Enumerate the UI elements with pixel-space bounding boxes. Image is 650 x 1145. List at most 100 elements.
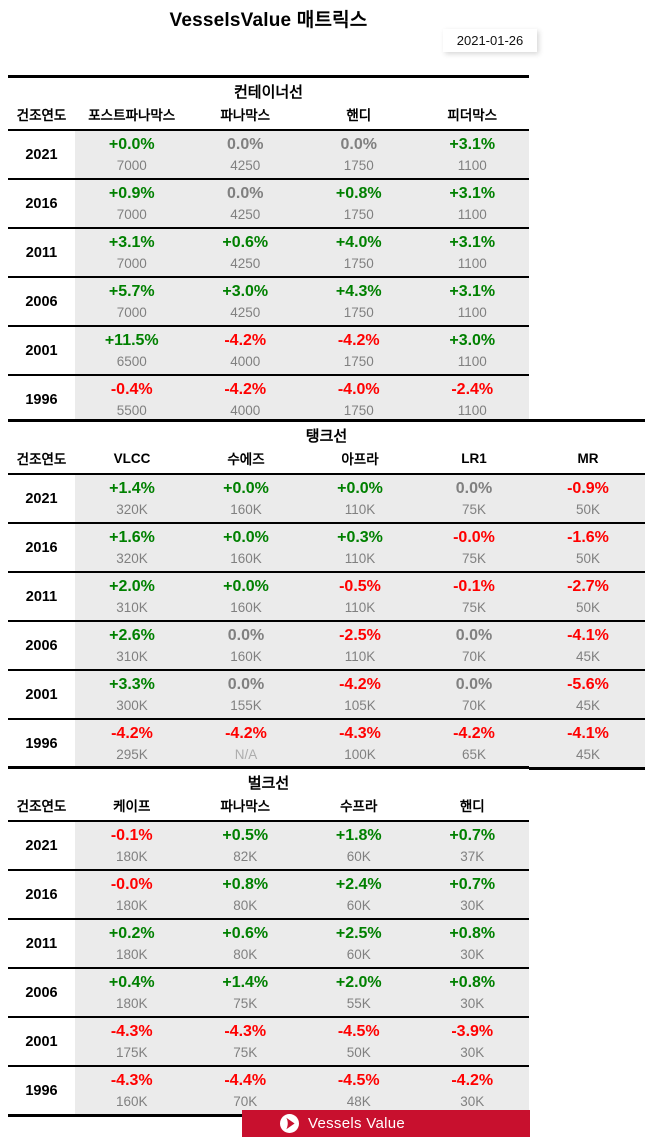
- year-label: 2016: [8, 179, 75, 228]
- pct-change: -4.2%: [111, 725, 153, 742]
- asset-value: 7000: [116, 207, 147, 222]
- table-row: 2021 +1.4% 320K +0.0% 160K +0.0% 110K 0.0% 75K -0…: [8, 474, 645, 523]
- table-title-row: 컨테이너선: [8, 76, 529, 103]
- asset-value: 160K: [230, 600, 262, 615]
- matrix-cell: +3.0% 4250: [188, 277, 302, 326]
- vesselsvalue-banner[interactable]: Vessels Value: [242, 1110, 530, 1137]
- matrix-cell: -4.2% 4000: [188, 375, 302, 425]
- asset-value: 48K: [346, 1094, 371, 1109]
- year-label: 1996: [8, 719, 75, 769]
- matrix-table-3: 벌크선 건조연도 케이프 파나막스 수프라 핸디 2021 -0.1% 180K +0.5% 82K…: [8, 766, 529, 1117]
- year-label: 2006: [8, 968, 75, 1017]
- pct-change: -4.4%: [224, 1072, 267, 1089]
- asset-value: 4250: [230, 158, 261, 173]
- table-row: 2016 +0.9% 7000 0.0% 4250 +0.8% 1750 +3.1% 1100: [8, 179, 529, 228]
- pct-change: -2.7%: [567, 578, 609, 595]
- matrix-cell: +0.0% 160K: [189, 474, 303, 523]
- pct-change: +4.0%: [335, 234, 382, 251]
- asset-value: 320K: [116, 502, 148, 517]
- matrix-cell: -0.1% 75K: [417, 572, 531, 621]
- table-row: 2016 +1.6% 320K +0.0% 160K +0.3% 110K -0.0% 75K -…: [8, 523, 645, 572]
- matrix-cell: +0.8% 30K: [415, 968, 529, 1017]
- matrix-cell: +2.0% 310K: [75, 572, 189, 621]
- matrix-cell: +0.2% 180K: [75, 919, 189, 968]
- brand-name: Vessels Value: [308, 1115, 406, 1132]
- matrix-cell: -4.1% 45K: [531, 621, 645, 670]
- pct-change: +4.3%: [335, 283, 382, 300]
- pct-change: +0.6%: [222, 925, 269, 942]
- pct-change: +2.0%: [335, 974, 382, 991]
- column-header: LR1: [417, 447, 531, 475]
- matrix-cell: -0.4% 5500: [75, 375, 189, 425]
- column-header: 피더막스: [415, 103, 529, 131]
- matrix-cell: +0.9% 7000: [75, 179, 189, 228]
- matrix-cell: +3.1% 1100: [415, 228, 529, 277]
- year-label: 2021: [8, 474, 75, 523]
- table-row: 1996 -4.3% 160K -4.4% 70K -4.5% 48K -4.2% 30K: [8, 1066, 529, 1116]
- pct-change: +0.0%: [223, 578, 269, 595]
- asset-value: 45K: [575, 747, 601, 762]
- table-title-row: 탱크선: [8, 420, 645, 447]
- pct-change: +0.8%: [449, 925, 496, 942]
- matrix-cell: +2.6% 310K: [75, 621, 189, 670]
- pct-change: +0.2%: [108, 925, 155, 942]
- matrix-cell: 0.0% 160K: [189, 621, 303, 670]
- year-label: 2001: [8, 670, 75, 719]
- asset-value: 82K: [233, 849, 258, 864]
- pct-change: +3.1%: [449, 136, 496, 153]
- pct-change: +0.0%: [223, 529, 269, 546]
- matrix-cell: +2.5% 60K: [302, 919, 416, 968]
- column-header: 수프라: [302, 794, 416, 822]
- asset-value: 105K: [344, 698, 376, 713]
- asset-value: 1750: [343, 305, 374, 320]
- asset-value: 7000: [116, 305, 147, 320]
- matrix-cell: 0.0% 1750: [302, 130, 416, 179]
- pct-change: -4.2%: [339, 676, 381, 693]
- matrix-cell: -4.3% 175K: [75, 1017, 189, 1066]
- year-label: 2016: [8, 523, 75, 572]
- asset-value: 300K: [116, 698, 148, 713]
- pct-change: 0.0%: [455, 676, 493, 693]
- asset-value: 110K: [344, 649, 376, 664]
- year-label: 2021: [8, 130, 75, 179]
- asset-value: 180K: [115, 947, 148, 962]
- matrix-cell: -0.1% 180K: [75, 821, 189, 870]
- pct-change: +0.3%: [337, 529, 383, 546]
- pct-change: 0.0%: [455, 480, 493, 497]
- table-row: 2011 +0.2% 180K +0.6% 80K +2.5% 60K +0.8% 30K: [8, 919, 529, 968]
- table-row: 2021 +0.0% 7000 0.0% 4250 0.0% 1750 +3.1% 1100: [8, 130, 529, 179]
- year-label: 2011: [8, 919, 75, 968]
- asset-value: 45K: [575, 649, 601, 664]
- pct-change: -4.1%: [567, 725, 609, 742]
- table-row: 2006 +2.6% 310K 0.0% 160K -2.5% 110K 0.0% 70K -4.…: [8, 621, 645, 670]
- asset-value: 1750: [343, 256, 374, 271]
- matrix-cell: -0.5% 110K: [303, 572, 417, 621]
- column-header: 아프라: [303, 447, 417, 475]
- asset-value: 7000: [116, 158, 147, 173]
- asset-value: 4250: [230, 207, 261, 222]
- pct-change: +11.5%: [104, 332, 159, 349]
- pct-change: +2.0%: [109, 578, 155, 595]
- year-label: 2011: [8, 228, 75, 277]
- asset-value: 60K: [346, 898, 371, 913]
- matrix-cell: +3.1% 1100: [415, 179, 529, 228]
- table-row: 2001 -4.3% 175K -4.3% 75K -4.5% 50K -3.9% 30K: [8, 1017, 529, 1066]
- pct-change: +5.7%: [108, 283, 155, 300]
- pct-change: +3.3%: [109, 676, 155, 693]
- matrix-cell: +0.7% 30K: [415, 870, 529, 919]
- matrix-cell: -4.4% 70K: [188, 1066, 302, 1116]
- asset-value: 30K: [460, 1045, 485, 1060]
- asset-value: 110K: [344, 502, 376, 517]
- pct-change: +3.1%: [449, 283, 496, 300]
- asset-value: 70K: [461, 649, 487, 664]
- asset-value: 65K: [461, 747, 487, 762]
- pct-change: +3.0%: [449, 332, 496, 349]
- matrix-cell: +1.8% 60K: [302, 821, 416, 870]
- year-label: 2001: [8, 326, 75, 375]
- pct-change: +0.7%: [449, 827, 496, 844]
- page-title: VesselsValue 매트릭스: [169, 10, 368, 31]
- asset-value: 80K: [233, 898, 258, 913]
- year-label: 2006: [8, 621, 75, 670]
- column-header: 핸디: [415, 794, 529, 822]
- table-row: 1996 -0.4% 5500 -4.2% 4000 -4.0% 1750 -2.4% 1100: [8, 375, 529, 425]
